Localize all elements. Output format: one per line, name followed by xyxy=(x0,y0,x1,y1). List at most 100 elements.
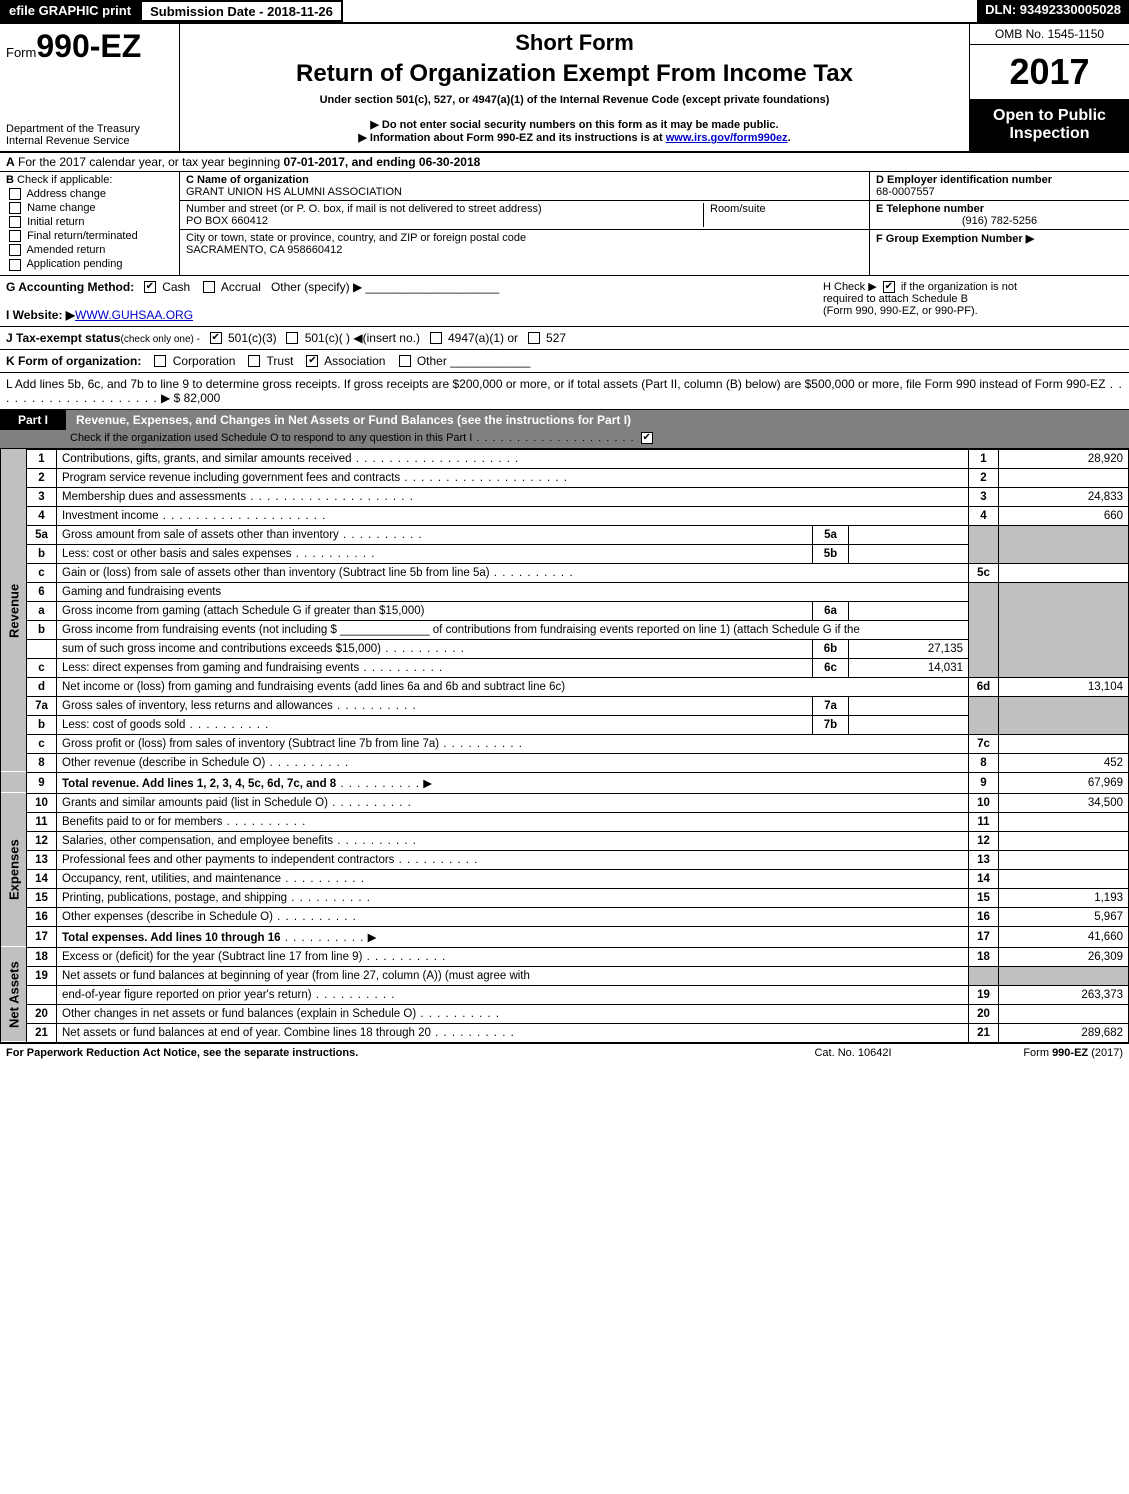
footer-left: For Paperwork Reduction Act Notice, see … xyxy=(6,1047,753,1059)
row-k: K Form of organization: Corporation Trus… xyxy=(0,350,1129,373)
l11-amt xyxy=(999,812,1129,831)
l7c-desc: Gross profit or (loss) from sales of inv… xyxy=(62,738,439,750)
l6c-num: c xyxy=(27,658,57,677)
chk-schedule-b[interactable] xyxy=(883,281,895,293)
c-addr-label: Number and street (or P. O. box, if mail… xyxy=(186,203,542,215)
l9-amt: 67,969 xyxy=(999,772,1129,793)
l7c-idx: 7c xyxy=(969,734,999,753)
l6b-num: b xyxy=(27,620,57,639)
l1-desc: Contributions, gifts, grants, and simila… xyxy=(62,453,352,465)
line-5c: c Gain or (loss) from sale of assets oth… xyxy=(1,563,1129,582)
chk-address-change[interactable]: Address change xyxy=(6,188,173,200)
chk-final-return[interactable]: Final return/terminated xyxy=(6,230,173,242)
l6b2-sub: 6b xyxy=(813,639,849,658)
line-5a: 5a Gross amount from sale of assets othe… xyxy=(1,525,1129,544)
header-mid: Short Form Return of Organization Exempt… xyxy=(180,24,969,151)
l20-num: 20 xyxy=(27,1004,57,1023)
omb-number: OMB No. 1545-1150 xyxy=(970,24,1129,45)
chk-initial-return[interactable]: Initial return xyxy=(6,216,173,228)
chk-schedule-o[interactable] xyxy=(641,432,653,444)
chk-application-pending[interactable]: Application pending xyxy=(6,258,173,270)
chk-amended-return[interactable]: Amended return xyxy=(6,244,173,256)
l12-desc: Salaries, other compensation, and employ… xyxy=(62,835,333,847)
l5b-desc: Less: cost or other basis and sales expe… xyxy=(62,548,292,560)
l6b2-desc: sum of such gross income and contributio… xyxy=(62,643,381,655)
c-city-row: City or town, state or province, country… xyxy=(180,230,869,258)
l2-desc: Program service revenue including govern… xyxy=(62,472,400,484)
l15-amt: 1,193 xyxy=(999,888,1129,907)
chk-corp[interactable] xyxy=(154,355,166,367)
l15-num: 15 xyxy=(27,888,57,907)
line-6b2: sum of such gross income and contributio… xyxy=(1,639,1129,658)
l20-amt xyxy=(999,1004,1129,1023)
form-header: Form990-EZ Department of the Treasury In… xyxy=(0,24,1129,153)
line-18: Net Assets 18 Excess or (deficit) for th… xyxy=(1,947,1129,966)
l8-desc: Other revenue (describe in Schedule O) xyxy=(62,757,265,769)
l10-desc: Grants and similar amounts paid (list in… xyxy=(62,797,328,809)
l7a-sv xyxy=(849,696,969,715)
chk-other[interactable] xyxy=(399,355,411,367)
line-5b: b Less: cost or other basis and sales ex… xyxy=(1,544,1129,563)
l7a-desc: Gross sales of inventory, less returns a… xyxy=(62,700,333,712)
l12-num: 12 xyxy=(27,831,57,850)
l17-idx: 17 xyxy=(969,926,999,947)
form-no: 990-EZ xyxy=(36,28,141,64)
grid-bcdef: B Check if applicable: Address change Na… xyxy=(0,172,1129,276)
j-opt2: 501(c)( ) ◀(insert no.) xyxy=(305,331,420,345)
b-item-3: Final return/terminated xyxy=(27,230,138,242)
f-label: F Group Exemption Number xyxy=(876,233,1023,245)
chk-trust[interactable] xyxy=(248,355,260,367)
j-label: J Tax-exempt status xyxy=(6,331,121,345)
l19b-amt: 263,373 xyxy=(999,985,1129,1004)
tax-year: 2017 xyxy=(970,45,1129,99)
l14-idx: 14 xyxy=(969,869,999,888)
efile-print-button[interactable]: efile GRAPHIC print xyxy=(0,0,140,22)
chk-assoc[interactable] xyxy=(306,355,318,367)
sub3-pre: ▶ Information about Form 990-EZ and its … xyxy=(358,132,665,144)
l1-num: 1 xyxy=(27,449,57,468)
footer-right-bold: 990-EZ xyxy=(1052,1047,1088,1059)
l6d-amt: 13,104 xyxy=(999,677,1129,696)
form-990ez: efile GRAPHIC print Submission Date - 20… xyxy=(0,0,1129,1062)
chk-4947[interactable] xyxy=(430,332,442,344)
l7c-amt xyxy=(999,734,1129,753)
department-block: Department of the Treasury Internal Reve… xyxy=(6,123,173,147)
irs-form-link[interactable]: www.irs.gov/form990ez xyxy=(666,132,788,144)
l5ab-grey-idx xyxy=(969,525,999,563)
l4-desc: Investment income xyxy=(62,510,159,522)
l7ab-grey-amt xyxy=(999,696,1129,734)
l6b2-sv: 27,135 xyxy=(849,639,969,658)
website-link[interactable]: WWW.GUHSAA.ORG xyxy=(75,308,193,322)
l9-num: 9 xyxy=(27,772,57,793)
g-accrual: Accrual xyxy=(221,280,261,294)
l15-idx: 15 xyxy=(969,888,999,907)
h-schedule-b: H Check ▶ if the organization is not req… xyxy=(823,280,1123,322)
line-17: 17 Total expenses. Add lines 10 through … xyxy=(1,926,1129,947)
chk-accrual[interactable] xyxy=(203,281,215,293)
row-a-tax-year: A For the 2017 calendar year, or tax yea… xyxy=(0,153,1129,172)
row-l: L Add lines 5b, 6c, and 7b to line 9 to … xyxy=(0,373,1129,410)
l6-grey-amt xyxy=(999,582,1129,677)
l5b-sub: 5b xyxy=(813,544,849,563)
l18-desc: Excess or (deficit) for the year (Subtra… xyxy=(62,951,362,963)
chk-501c[interactable] xyxy=(286,332,298,344)
l18-idx: 18 xyxy=(969,947,999,966)
line-14: 14 Occupancy, rent, utilities, and maint… xyxy=(1,869,1129,888)
l19-desc: Net assets or fund balances at beginning… xyxy=(57,966,969,985)
l7b-sub: 7b xyxy=(813,715,849,734)
l3-num: 3 xyxy=(27,487,57,506)
part1-subtitle: Check if the organization used Schedule … xyxy=(0,430,1129,449)
l17-amt: 41,660 xyxy=(999,926,1129,947)
l16-amt: 5,967 xyxy=(999,907,1129,926)
chk-527[interactable] xyxy=(528,332,540,344)
l21-desc: Net assets or fund balances at end of ye… xyxy=(62,1027,431,1039)
l11-idx: 11 xyxy=(969,812,999,831)
ssn-warning: ▶ Do not enter social security numbers o… xyxy=(190,118,959,131)
header-right: OMB No. 1545-1150 2017 Open to Public In… xyxy=(969,24,1129,151)
netassets-side-label: Net Assets xyxy=(1,947,27,1042)
chk-cash[interactable] xyxy=(144,281,156,293)
chk-name-change[interactable]: Name change xyxy=(6,202,173,214)
l4-num: 4 xyxy=(27,506,57,525)
chk-501c3[interactable] xyxy=(210,332,222,344)
line-7c: c Gross profit or (loss) from sales of i… xyxy=(1,734,1129,753)
